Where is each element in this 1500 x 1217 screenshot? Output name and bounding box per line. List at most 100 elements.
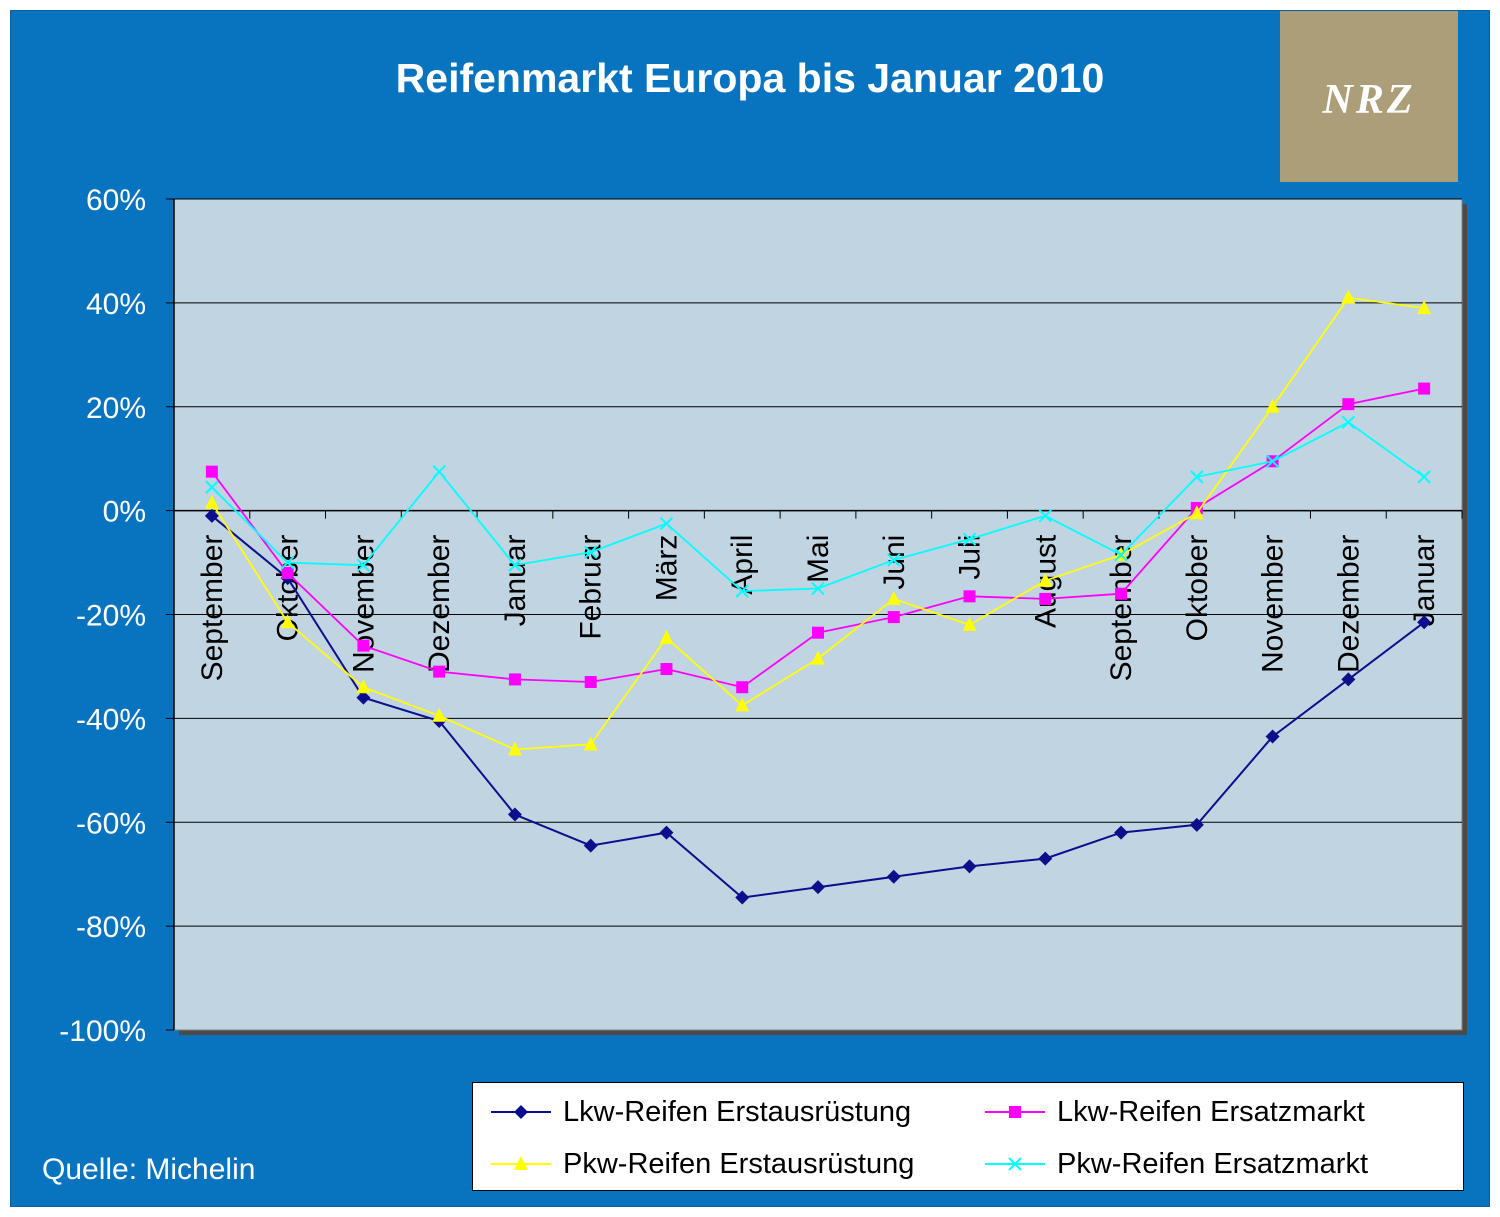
data-point <box>583 736 598 751</box>
data-point <box>1189 505 1204 520</box>
data-point <box>963 590 976 603</box>
data-point <box>432 464 446 479</box>
data-point <box>1417 615 1432 630</box>
data-point <box>659 629 674 644</box>
data-point <box>204 494 219 509</box>
data-point <box>1038 509 1052 523</box>
data-point <box>735 890 750 905</box>
data-point <box>1189 817 1204 832</box>
data-point <box>1342 398 1355 411</box>
data-point <box>583 545 598 559</box>
data-point <box>1265 454 1280 468</box>
x-tick-label: Mai <box>802 535 835 583</box>
data-point <box>812 626 824 639</box>
x-tick-label: Oktober <box>1181 535 1214 642</box>
y-tick-label: -100% <box>59 1015 146 1048</box>
y-tick-label: 40% <box>86 288 146 321</box>
data-point <box>1341 289 1356 304</box>
data-point <box>1038 572 1053 587</box>
data-point <box>507 741 522 756</box>
legend-swatch-lkw-ersatzmarkt <box>985 1106 1045 1118</box>
data-point <box>1265 729 1280 744</box>
legend-item-lkw-ersatzmarkt: Lkw-Reifen Ersatzmarkt <box>983 1092 1365 1132</box>
data-point <box>1038 851 1053 866</box>
data-point <box>356 690 371 705</box>
legend-label: Pkw-Reifen Erstausrüstung <box>563 1147 915 1180</box>
y-tick-label: 0% <box>103 496 146 529</box>
data-point <box>1115 587 1128 600</box>
data-point <box>962 859 977 874</box>
data-point <box>735 584 749 598</box>
x-tick-label: Januar <box>1408 535 1441 627</box>
x-tick-label: März <box>650 535 683 602</box>
x-tick-label: Januar <box>499 535 532 627</box>
data-point <box>1190 470 1204 484</box>
data-point <box>1114 548 1128 562</box>
logo-text: NRZ <box>1322 76 1416 123</box>
y-tick-label: 60% <box>86 184 146 217</box>
data-point <box>205 465 218 478</box>
data-point <box>659 516 674 531</box>
x-tick-label: April <box>726 535 759 595</box>
legend-swatch-lkw-erstausruestung <box>491 1105 551 1119</box>
x-tick-label: Juni <box>878 535 911 590</box>
legend-swatch-pkw-erstausruestung <box>491 1156 551 1170</box>
data-point <box>356 679 371 694</box>
data-point <box>205 480 219 494</box>
nrz-logo: NRZ <box>1280 11 1458 182</box>
data-point <box>204 508 219 523</box>
data-point <box>280 555 295 570</box>
data-point <box>887 611 900 624</box>
data-point <box>584 676 597 689</box>
data-point <box>811 880 825 895</box>
y-tick-label: -80% <box>76 911 146 944</box>
y-tick-label: -60% <box>76 807 146 840</box>
legend-label: Lkw-Reifen Erstausrüstung <box>563 1095 912 1128</box>
legend-label: Pkw-Reifen Ersatzmarkt <box>1057 1147 1369 1180</box>
data-point <box>735 697 750 712</box>
legend-item-pkw-erstausruestung: Pkw-Reifen Erstausrüstung <box>489 1144 914 1184</box>
data-point <box>280 614 295 629</box>
y-tick-label: 20% <box>86 392 146 425</box>
legend-item-pkw-ersatzmarkt: Pkw-Reifen Ersatzmarkt <box>983 1144 1368 1184</box>
data-point <box>886 590 901 605</box>
data-point <box>507 807 522 822</box>
data-point <box>1039 592 1052 605</box>
chart-legend: Lkw-Reifen Erstausrüstung Lkw-Reifen Ers… <box>472 1082 1464 1191</box>
legend-label: Lkw-Reifen Ersatzmarkt <box>1057 1095 1365 1128</box>
data-point <box>660 663 673 676</box>
data-point <box>356 558 371 572</box>
x-tick-label: September <box>196 535 229 682</box>
legend-item-lkw-erstausruestung: Lkw-Reifen Erstausrüstung <box>489 1092 911 1132</box>
y-tick-label: -20% <box>76 600 146 633</box>
y-tick-label: -40% <box>76 703 146 736</box>
x-tick-label: November <box>1257 535 1290 673</box>
data-point <box>659 825 674 840</box>
data-point <box>811 650 825 665</box>
data-point <box>583 838 598 853</box>
source-note: Quelle: Michelin <box>42 1153 256 1186</box>
data-point <box>811 581 825 596</box>
legend-swatch-pkw-ersatzmarkt <box>985 1157 1045 1171</box>
data-point <box>1417 470 1431 484</box>
x-tick-label: November <box>347 535 380 673</box>
data-point <box>1114 825 1129 840</box>
data-point <box>736 681 749 694</box>
data-point <box>886 869 901 884</box>
data-point <box>1417 300 1432 315</box>
x-tick-label: Dezember <box>1332 535 1365 673</box>
data-point <box>281 566 294 579</box>
data-point <box>1418 382 1431 395</box>
data-point <box>962 616 977 631</box>
chart-title: Reifenmarkt Europa bis Januar 2010 <box>396 55 1105 101</box>
data-point <box>357 639 370 652</box>
data-point <box>508 673 521 686</box>
data-point <box>962 532 977 546</box>
data-point <box>433 665 446 678</box>
data-point <box>508 558 522 572</box>
data-point <box>1265 398 1280 413</box>
data-point <box>432 707 447 722</box>
x-tick-label: Dezember <box>423 535 456 673</box>
data-point <box>1341 672 1356 687</box>
